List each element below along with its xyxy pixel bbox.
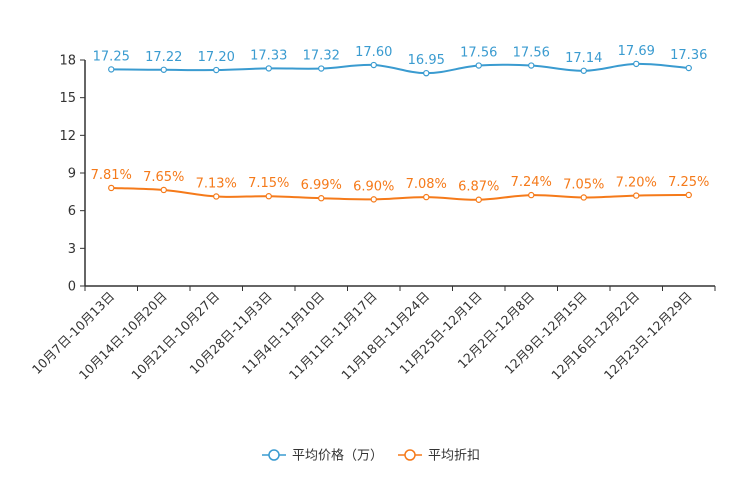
data-label: 17.56: [513, 46, 550, 61]
data-label: 17.22: [145, 50, 182, 65]
data-point[interactable]: [370, 196, 377, 203]
data-point[interactable]: [475, 196, 482, 203]
data-label: 7.08%: [406, 177, 447, 192]
legend-marker-icon: [268, 449, 280, 461]
data-point[interactable]: [160, 66, 167, 73]
data-point[interactable]: [685, 191, 692, 199]
data-point[interactable]: [685, 64, 692, 72]
legend-item-0[interactable]: 平均价格（万）: [262, 448, 383, 464]
data-label: 17.32: [303, 49, 340, 64]
data-point[interactable]: [370, 61, 377, 69]
y-tick-label: 9: [68, 167, 76, 182]
data-point[interactable]: [108, 66, 115, 73]
x-axis: 10月7日-10月13日10月14日-10月20日10月21日-10月27日10…: [29, 285, 716, 383]
data-point[interactable]: [580, 67, 587, 74]
data-label: 6.87%: [458, 180, 499, 195]
legend-label: 平均价格（万）: [292, 448, 383, 464]
data-point[interactable]: [423, 69, 430, 77]
data-label: 17.20: [198, 50, 235, 65]
data-label: 17.69: [618, 44, 655, 59]
y-tick-label: 12: [59, 129, 76, 144]
y-axis: 0 3 6 9 12 15 18: [59, 54, 86, 295]
series-0: 17.25 17.22 17.20 17.33 17.32 17.60 16.95 17.56…: [93, 44, 707, 77]
data-point[interactable]: [633, 192, 640, 199]
series-line: [111, 186, 689, 201]
y-tick-label: 0: [68, 280, 76, 295]
legend-item-1[interactable]: 平均折扣: [398, 449, 480, 464]
data-label: 7.05%: [563, 177, 604, 192]
data-label: 17.33: [250, 48, 287, 63]
data-point[interactable]: [265, 193, 272, 200]
data-point[interactable]: [265, 65, 272, 72]
data-label: 7.81%: [91, 168, 132, 183]
y-tick-label: 3: [68, 242, 76, 257]
series-line: [111, 62, 689, 75]
legend[interactable]: 平均价格（万） 平均折扣: [262, 448, 480, 464]
series-layer: 17.25 17.22 17.20 17.33 17.32 17.60 16.95 17.56…: [91, 44, 709, 203]
data-label: 7.65%: [143, 170, 184, 185]
data-point[interactable]: [423, 193, 430, 201]
data-label: 6.99%: [301, 178, 342, 193]
data-label: 17.14: [565, 51, 602, 66]
data-point[interactable]: [213, 66, 220, 74]
x-category-label: 10月14日-10月20日: [76, 289, 170, 383]
x-category-label: 12月16日-12月22日: [548, 289, 642, 383]
y-tick-label: 18: [59, 54, 76, 69]
y-tick-label: 6: [68, 204, 76, 219]
y-tick-label: 15: [59, 91, 76, 106]
data-label: 7.25%: [668, 175, 709, 190]
data-label: 17.56: [460, 46, 497, 61]
data-label: 17.60: [355, 45, 392, 60]
x-category-label: 12月23日-12月29日: [601, 289, 695, 383]
data-point[interactable]: [160, 186, 167, 194]
x-category-label: 11月18日-11月24日: [338, 289, 432, 383]
data-point[interactable]: [633, 60, 640, 68]
legend-marker-icon: [404, 449, 416, 461]
data-point[interactable]: [318, 195, 325, 202]
data-point[interactable]: [475, 62, 482, 69]
data-point[interactable]: [318, 65, 325, 72]
data-label: 7.13%: [196, 176, 237, 191]
x-category-label: 10月21日-10月27日: [128, 289, 222, 383]
data-point[interactable]: [108, 184, 115, 192]
data-point[interactable]: [580, 194, 587, 201]
data-label: 17.25: [93, 49, 130, 64]
data-point[interactable]: [528, 62, 535, 69]
data-label: 7.15%: [248, 176, 289, 191]
series-1: 7.81% 7.65% 7.13% 7.15% 6.99% 6.90% 7.08% 6.87%…: [91, 168, 709, 203]
data-label: 6.90%: [353, 179, 394, 194]
data-point[interactable]: [528, 191, 535, 199]
data-point[interactable]: [213, 193, 220, 200]
data-label: 16.95: [408, 53, 445, 68]
legend-label: 平均折扣: [428, 449, 480, 464]
data-label: 7.20%: [616, 176, 657, 191]
data-label: 7.24%: [511, 175, 552, 190]
data-label: 17.36: [670, 48, 707, 63]
x-category-label: 11月11日-11月17日: [286, 289, 380, 383]
